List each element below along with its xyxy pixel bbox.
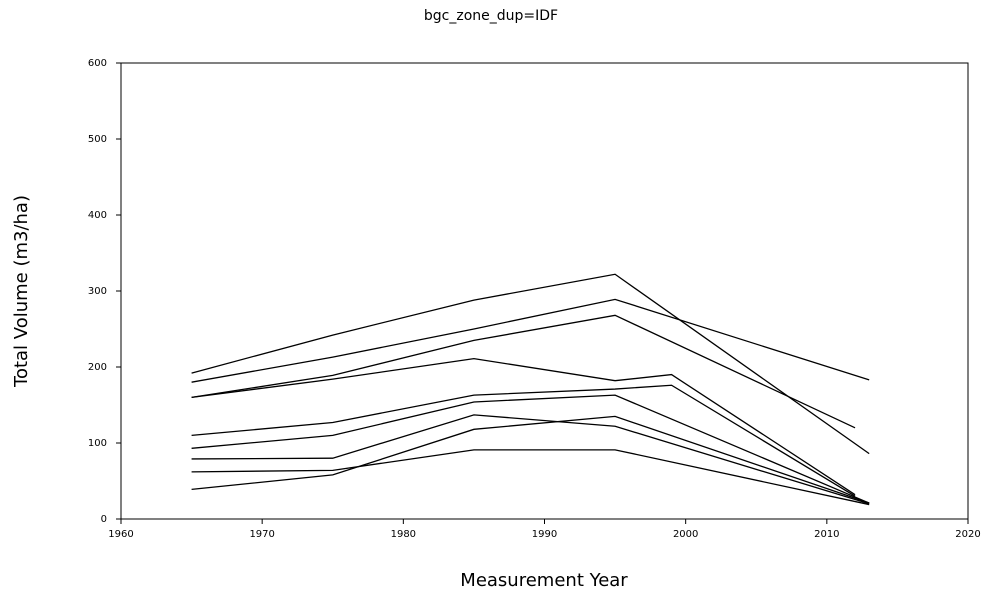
y-tick-label: 400	[88, 210, 107, 221]
y-tick-label: 100	[88, 438, 107, 449]
series-line	[191, 384, 856, 497]
chart-title: bgc_zone_dup=IDF	[424, 8, 558, 24]
series-line	[191, 394, 870, 504]
x-tick-label: 1980	[391, 529, 416, 540]
x-axis-title: Measurement Year	[460, 570, 628, 591]
series-line	[191, 314, 856, 429]
y-tick-label: 600	[88, 58, 107, 69]
y-tick-label: 300	[88, 286, 107, 297]
series-line	[191, 298, 870, 383]
y-tick-label: 200	[88, 362, 107, 373]
x-tick-label: 1970	[249, 529, 274, 540]
x-tick-label: 2000	[673, 529, 698, 540]
x-tick-label: 1960	[108, 529, 133, 540]
series-line	[191, 449, 870, 506]
y-tick-label: 500	[88, 134, 107, 145]
series-line	[191, 273, 870, 455]
y-tick-label: 0	[101, 514, 107, 525]
x-tick-label: 2010	[814, 529, 839, 540]
x-tick-label: 2020	[955, 529, 980, 540]
series-line	[191, 357, 856, 496]
series-line	[191, 415, 870, 504]
x-tick-label: 1990	[532, 529, 557, 540]
series-line	[191, 414, 870, 505]
plot-frame	[120, 62, 969, 520]
y-axis-title: Total Volume (m3/ha)	[11, 195, 32, 388]
